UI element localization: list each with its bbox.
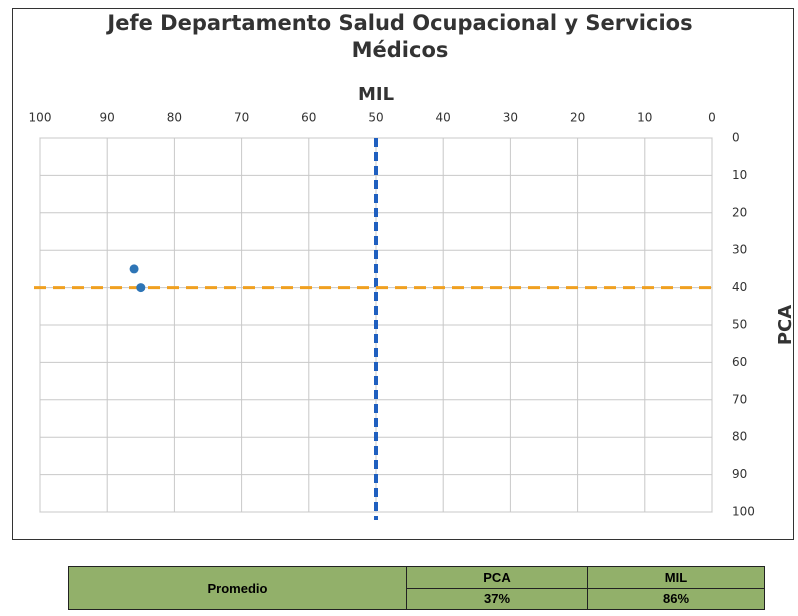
- y-tick-label: 40: [732, 280, 747, 294]
- x-tick-label: 60: [301, 111, 316, 125]
- x-tick-label: 20: [570, 111, 585, 125]
- x-tick-label: 50: [368, 111, 383, 125]
- x-tick-label: 80: [167, 111, 182, 125]
- column-header: PCA: [406, 566, 588, 589]
- column-header: MIL: [587, 566, 765, 589]
- x-tick-label: 0: [708, 111, 716, 125]
- y-tick-label: 100: [732, 505, 755, 519]
- row-label: Promedio: [68, 566, 407, 610]
- chart: MIL PCA 100 90 80 70 60 50 40 30 20 10 00102030405…: [29, 84, 796, 520]
- x-tick-label: 10: [637, 111, 652, 125]
- y-tick-label: 60: [732, 355, 747, 369]
- table-value: 86%: [587, 587, 765, 610]
- y-tick-label: 90: [732, 467, 747, 481]
- x-tick-label: 100: [29, 111, 52, 125]
- y-tick-label: 80: [732, 430, 747, 444]
- chart-frame: [12, 8, 794, 540]
- y-tick-label: 0: [732, 131, 740, 145]
- y-tick-label: 20: [732, 205, 747, 219]
- x-tick-label: 40: [436, 111, 451, 125]
- y-tick-label: 10: [732, 168, 747, 182]
- x-tick-label: 30: [503, 111, 518, 125]
- point: [129, 264, 139, 274]
- chart-title: Jefe Departamento Salud Ocupacional y Se…: [107, 11, 693, 62]
- y-tick-label: 70: [732, 392, 747, 406]
- point: [136, 283, 146, 293]
- x-tick-label: 90: [100, 111, 115, 125]
- y-axis-label: PCA: [775, 305, 796, 345]
- y-tick-label: 50: [732, 318, 747, 332]
- x-axis-label: MIL: [358, 84, 394, 105]
- x-tick-label: 70: [234, 111, 249, 125]
- y-tick-label: 30: [732, 243, 747, 257]
- table-value: 37%: [406, 587, 588, 610]
- summary-table: Promedio PCA MIL 37% 86%: [68, 566, 765, 610]
